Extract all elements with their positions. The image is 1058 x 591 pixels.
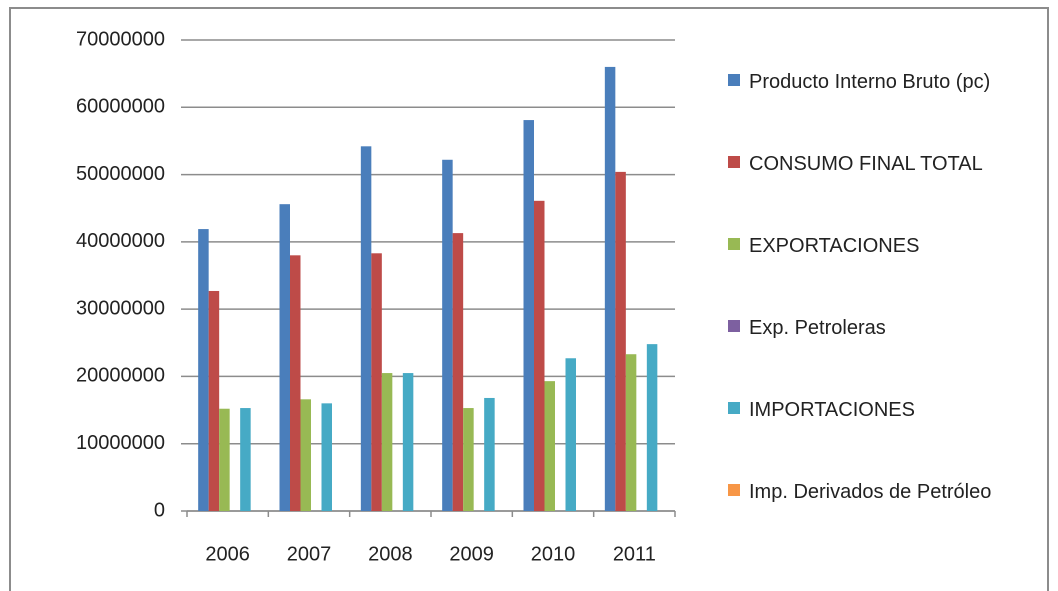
bar bbox=[604, 66, 616, 512]
legend-swatch bbox=[728, 238, 740, 250]
bar bbox=[321, 403, 332, 511]
legend-swatch bbox=[728, 156, 740, 168]
x-tick-label: 2007 bbox=[287, 543, 332, 565]
legend-swatch bbox=[728, 74, 740, 86]
bar bbox=[646, 344, 658, 511]
y-tick-label: 50000000 bbox=[76, 163, 165, 185]
bar bbox=[279, 204, 290, 512]
bar bbox=[208, 290, 220, 511]
y-tick-label: 40000000 bbox=[76, 230, 165, 252]
bar bbox=[442, 159, 453, 512]
y-tick-label: 60000000 bbox=[76, 96, 165, 118]
bar bbox=[371, 253, 382, 511]
bar bbox=[360, 146, 372, 511]
y-tick-label: 30000000 bbox=[76, 297, 165, 319]
bar bbox=[198, 229, 209, 511]
x-tick-label: 2009 bbox=[449, 543, 494, 565]
bar bbox=[381, 373, 393, 511]
x-tick-label: 2006 bbox=[205, 543, 250, 565]
legend-swatch bbox=[728, 484, 740, 496]
x-tick-label: 2010 bbox=[531, 543, 576, 565]
legend-item: Producto Interno Bruto (pc) bbox=[728, 68, 1048, 96]
bar bbox=[219, 408, 230, 511]
legend-label: Imp. Derivados de Petróleo bbox=[749, 481, 992, 503]
legend-label: EXPORTACIONES bbox=[749, 235, 920, 257]
legend-label: Producto Interno Bruto (pc) bbox=[749, 71, 991, 93]
bar bbox=[300, 399, 311, 511]
y-tick-label: 70000000 bbox=[76, 28, 165, 50]
bar bbox=[402, 373, 414, 511]
bar bbox=[452, 233, 464, 512]
x-tick-label: 2008 bbox=[368, 543, 413, 565]
bar bbox=[565, 358, 576, 511]
bar bbox=[290, 255, 301, 511]
bar bbox=[240, 408, 251, 511]
bar bbox=[615, 171, 626, 511]
legend-item: CONSUMO FINAL TOTAL bbox=[728, 150, 1048, 178]
legend-label: IMPORTACIONES bbox=[749, 399, 915, 421]
legend-item: Exp. Petroleras bbox=[728, 314, 1048, 342]
bar bbox=[463, 408, 474, 511]
x-tick-label: 2011 bbox=[613, 543, 656, 565]
legend-swatch bbox=[728, 402, 740, 414]
bar bbox=[523, 120, 534, 511]
legend-swatch bbox=[728, 320, 740, 332]
y-tick-label: 0 bbox=[154, 499, 165, 521]
bar bbox=[625, 354, 637, 511]
bar bbox=[544, 381, 555, 511]
legend-item: IMPORTACIONES bbox=[728, 396, 1048, 424]
y-tick-label: 20000000 bbox=[76, 365, 165, 387]
legend-item: EXPORTACIONES bbox=[728, 232, 1048, 260]
legend-label: CONSUMO FINAL TOTAL bbox=[749, 153, 983, 175]
bar bbox=[484, 397, 495, 511]
bar bbox=[534, 200, 545, 511]
legend-label: Exp. Petroleras bbox=[749, 317, 886, 339]
y-tick-label: 10000000 bbox=[76, 432, 165, 454]
legend-item: Imp. Derivados de Petróleo bbox=[728, 478, 1048, 506]
